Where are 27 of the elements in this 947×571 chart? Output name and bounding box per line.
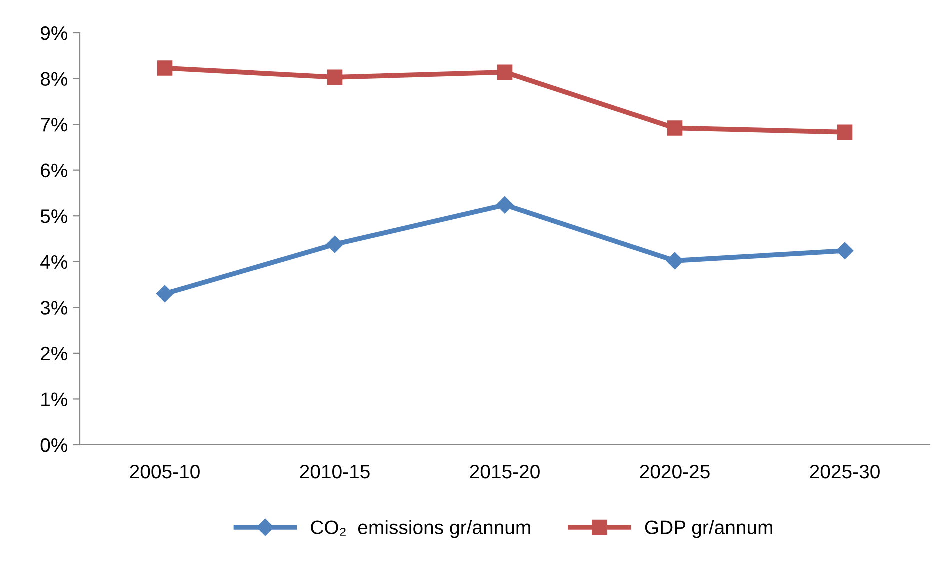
point xyxy=(496,196,514,214)
legend-label: CO₂ emissions gr/annum xyxy=(311,520,530,538)
y-tick-label: 3% xyxy=(40,301,68,315)
y-tick-label: 8% xyxy=(40,72,68,86)
x-tick-label: 2010-15 xyxy=(300,464,370,479)
y-tick-label: 5% xyxy=(40,210,68,224)
y-tick-label: 0% xyxy=(40,438,68,452)
y-tick-label: 4% xyxy=(40,255,68,270)
y-tick-label: 6% xyxy=(41,164,68,178)
point xyxy=(837,124,853,140)
point xyxy=(326,236,344,254)
point xyxy=(327,70,343,86)
point xyxy=(156,285,174,302)
y-tick-label: 7% xyxy=(41,118,68,132)
legend-label: GDP gr/annum xyxy=(645,520,772,538)
x-tick-label: 2025-30 xyxy=(810,464,880,479)
point xyxy=(157,60,173,76)
y-tick-label: 1% xyxy=(42,392,68,406)
point xyxy=(667,120,683,136)
x-tick-label: 2015-20 xyxy=(470,464,540,479)
y-tick-label: 2% xyxy=(41,346,68,361)
x-tick-label: 2005-10 xyxy=(130,464,200,479)
point xyxy=(497,64,513,80)
y-tick-label: 9% xyxy=(41,26,68,40)
x-tick-label: 2020-25 xyxy=(640,464,710,479)
point xyxy=(666,252,684,270)
point xyxy=(836,242,854,260)
